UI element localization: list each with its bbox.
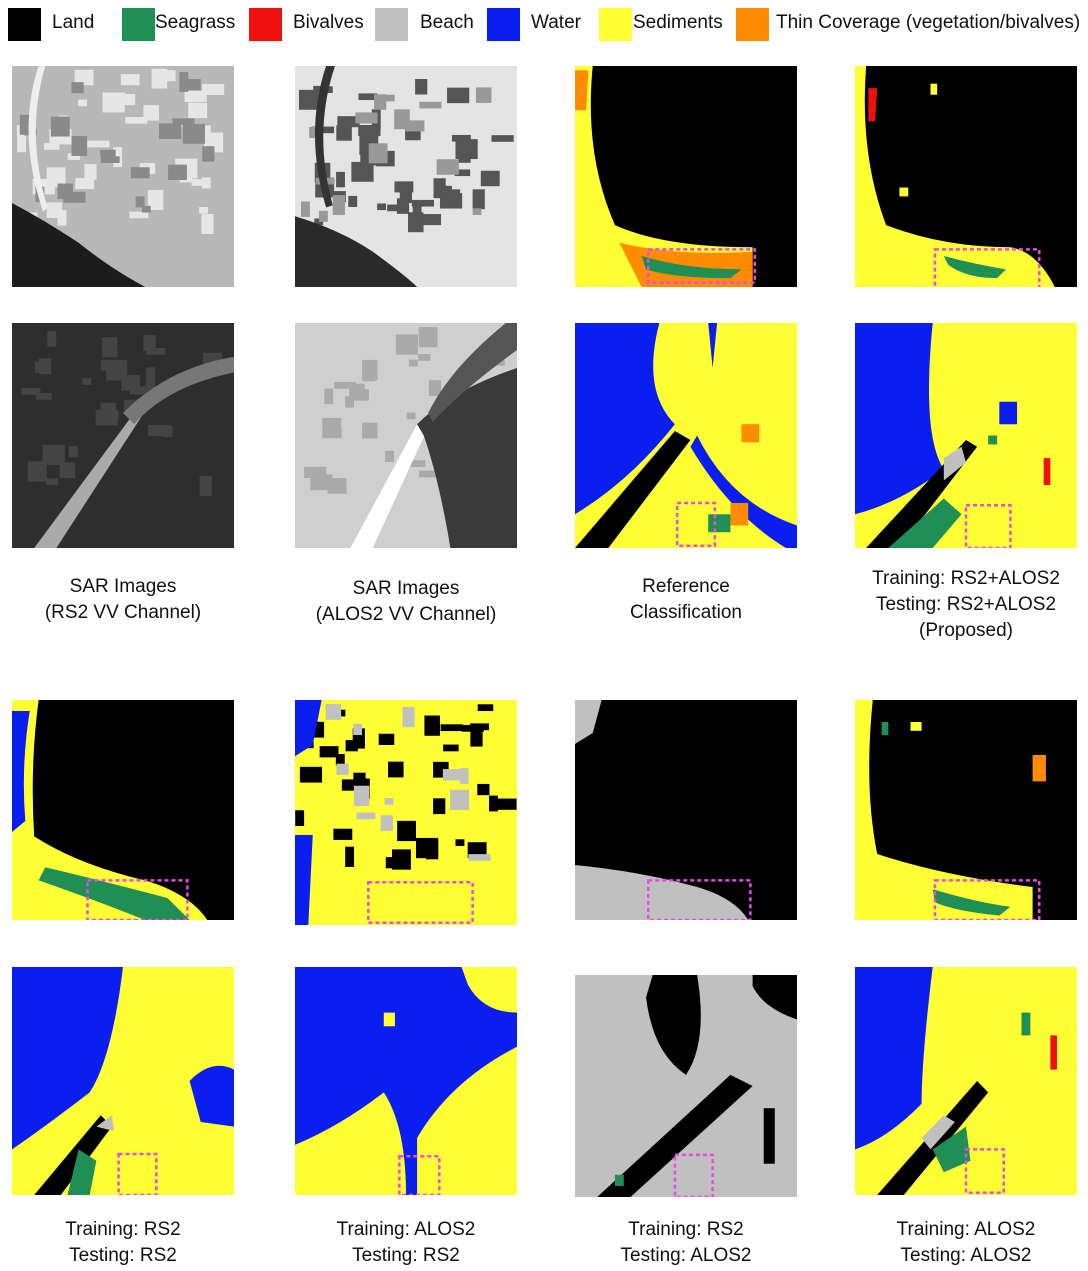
map-panel [575,975,797,1197]
map-panel [12,323,234,548]
figure: Land Seagrass Bivalves Beach Water Sediments T… [0,0,1088,1271]
legend-swatch [599,8,632,41]
legend-label: Thin Coverage (vegetation/bivalves) [776,12,1080,34]
legend-label: Beach [420,12,474,34]
map-panel [295,323,517,548]
caption: Training: ALOS2 [826,1217,1088,1243]
map-panel [295,700,517,925]
legend-swatch [249,8,282,41]
caption: SAR Images [266,576,546,602]
legend-swatch [736,8,769,41]
map-panel [295,66,517,287]
legend-label: Seagrass [155,12,235,34]
legend-label: Water [531,12,581,34]
legend-label: Bivalves [293,12,364,34]
map-panel [575,323,797,548]
map-panel [12,66,234,287]
caption: Training: ALOS2 [266,1217,546,1243]
caption: Testing: RS2 [266,1243,546,1269]
map-panel [855,323,1077,548]
legend-swatch [8,8,41,41]
map-panel [855,700,1077,920]
legend-swatch [487,8,520,41]
caption: Testing: RS2 [0,1243,263,1269]
map-panel [855,967,1077,1195]
caption: (ALOS2 VV Channel) [266,602,546,628]
map-panel [12,700,234,920]
legend-swatch [375,8,408,41]
caption: Testing: ALOS2 [826,1243,1088,1269]
map-panel [855,66,1077,287]
caption: Training: RS2 [0,1217,263,1243]
caption: (RS2 VV Channel) [0,600,263,626]
caption: Testing: RS2+ALOS2 [826,592,1088,618]
map-panel [575,66,797,287]
caption: Training: RS2 [546,1217,826,1243]
legend-label: Land [52,12,94,34]
caption: Classification [546,600,826,626]
caption: Reference [546,574,826,600]
caption: SAR Images [0,574,263,600]
map-panel [575,700,797,920]
map-panel [12,967,234,1195]
caption: Training: RS2+ALOS2 [826,566,1088,592]
caption: (Proposed) [826,618,1088,644]
caption: Testing: ALOS2 [546,1243,826,1269]
legend-label: Sediments [633,12,723,34]
map-panel [295,967,517,1195]
legend-swatch [122,8,155,41]
